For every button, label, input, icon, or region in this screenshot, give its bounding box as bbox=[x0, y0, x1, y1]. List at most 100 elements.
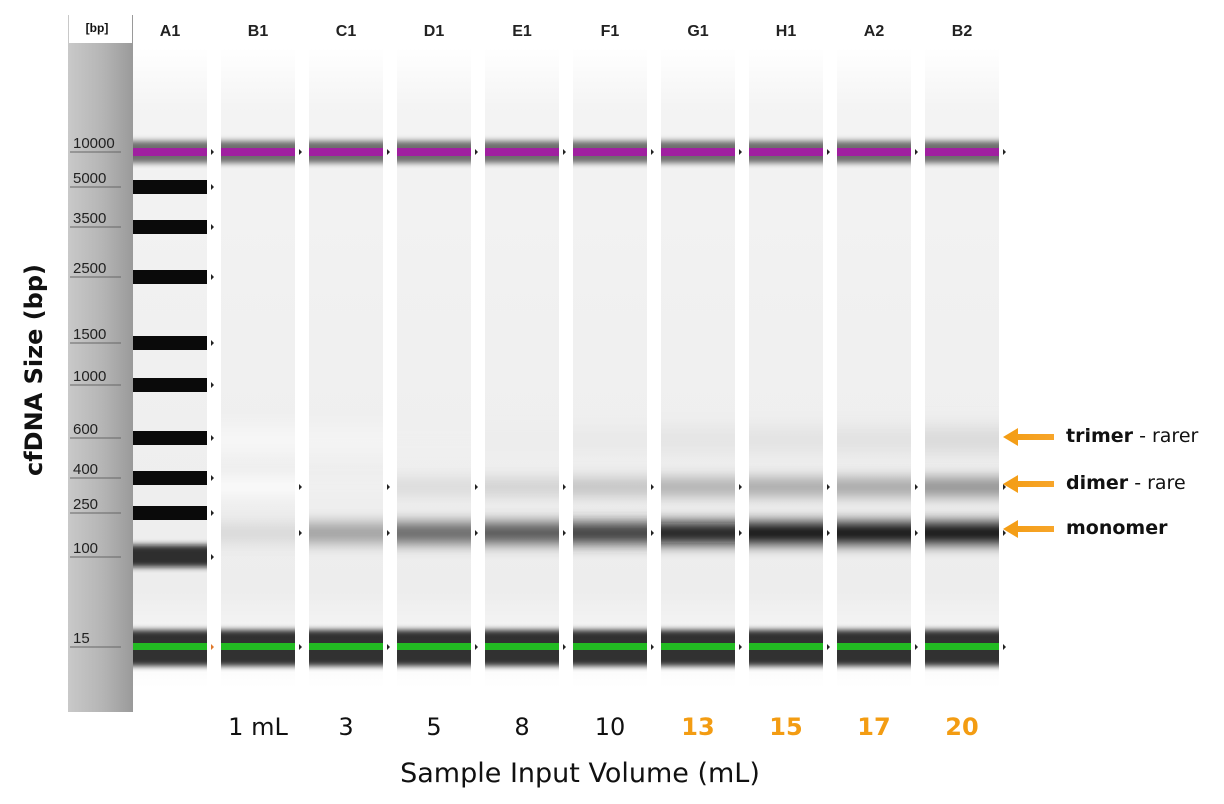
lower-marker-band bbox=[837, 643, 911, 650]
peak-marker bbox=[211, 149, 214, 155]
volume-label: 13 bbox=[681, 713, 715, 741]
upper-marker-band bbox=[661, 148, 735, 156]
ladder-band bbox=[133, 506, 207, 520]
volume-label: 20 bbox=[945, 713, 979, 741]
monomer-band bbox=[573, 523, 647, 543]
lower-marker-band bbox=[133, 643, 207, 650]
trimer-arrow bbox=[1003, 428, 1054, 446]
lanes: A1 B1 C1 D1 E1 F1 G1 H1 A2 B2 bbox=[133, 23, 1006, 688]
lane-c1: C1 bbox=[309, 23, 390, 688]
ladder-mark-label: 250 bbox=[73, 496, 98, 513]
annotation-arrows bbox=[1003, 428, 1054, 538]
peak-marker bbox=[475, 149, 478, 155]
monomer-arrow bbox=[1003, 520, 1054, 538]
peak-marker bbox=[915, 149, 918, 155]
peak-marker bbox=[387, 530, 390, 536]
peak-marker bbox=[739, 484, 742, 490]
upper-marker-band bbox=[573, 148, 647, 156]
lane-label: A1 bbox=[160, 23, 181, 40]
dimer-name: dimer bbox=[1066, 472, 1129, 494]
peak-marker bbox=[739, 530, 742, 536]
peak-marker bbox=[739, 644, 742, 650]
ladder-mark-label: 2500 bbox=[73, 260, 106, 277]
upper-marker-band bbox=[485, 148, 559, 156]
peak-marker bbox=[827, 149, 830, 155]
ladder-mark-label: 1500 bbox=[73, 326, 106, 343]
trimer-band bbox=[309, 432, 383, 448]
peak-marker bbox=[563, 484, 566, 490]
peak-marker bbox=[1003, 149, 1006, 155]
upper-marker-band bbox=[925, 148, 999, 156]
lane-label: B2 bbox=[952, 23, 973, 40]
monomer-band bbox=[837, 523, 911, 543]
upper-marker-band bbox=[133, 148, 207, 156]
dimer-band bbox=[397, 478, 471, 496]
lane-a2: A2 bbox=[837, 23, 918, 688]
trimer-note: - rarer bbox=[1133, 425, 1199, 447]
trimer-band bbox=[573, 432, 647, 448]
ladder-marks: 10000 5000 3500 2500 1500 1000 600 400 250 100 15 bbox=[70, 135, 121, 648]
dimer-note: - rare bbox=[1128, 472, 1186, 494]
dimer-band bbox=[749, 478, 823, 496]
volume-label: 8 bbox=[514, 713, 530, 741]
lane-a1: A1 bbox=[133, 23, 214, 688]
peak-marker bbox=[915, 644, 918, 650]
trimer-band bbox=[837, 432, 911, 448]
lower-marker-band bbox=[221, 643, 295, 650]
lane-e1: E1 bbox=[485, 23, 566, 688]
ladder-band bbox=[133, 545, 207, 567]
lane-g1: G1 bbox=[661, 23, 742, 688]
volume-label: 1 mL bbox=[228, 713, 288, 741]
dimer-band bbox=[925, 478, 999, 496]
peak-marker bbox=[827, 530, 830, 536]
peak-marker bbox=[299, 484, 302, 490]
peak-marker bbox=[299, 530, 302, 536]
dimer-band bbox=[837, 478, 911, 496]
lane-label: G1 bbox=[687, 23, 708, 40]
peak-marker bbox=[211, 340, 214, 346]
peak-marker bbox=[211, 644, 214, 650]
trimer-band bbox=[485, 432, 559, 448]
peak-marker bbox=[211, 435, 214, 441]
lane-label: H1 bbox=[776, 23, 797, 40]
peak-marker bbox=[915, 484, 918, 490]
volume-label: 17 bbox=[857, 713, 891, 741]
peak-marker bbox=[563, 530, 566, 536]
y-axis: cfDNA Size (bp) bbox=[0, 0, 50, 804]
lane-b1: B1 bbox=[221, 23, 302, 688]
dimer-arrow bbox=[1003, 475, 1054, 493]
lane-b2: B2 bbox=[925, 23, 1006, 688]
peak-marker bbox=[475, 644, 478, 650]
ladder-band bbox=[133, 220, 207, 234]
lane-label: E1 bbox=[512, 23, 532, 40]
lower-marker-band bbox=[749, 643, 823, 650]
trimer-annotation: trimer - rarer bbox=[1066, 425, 1198, 447]
ladder-mark-label: 100 bbox=[73, 540, 98, 557]
ladder-band bbox=[133, 270, 207, 284]
lane-d1: D1 bbox=[397, 23, 478, 688]
ladder-mark-label: 5000 bbox=[73, 170, 106, 187]
trimer-band bbox=[221, 432, 295, 448]
peak-marker bbox=[387, 149, 390, 155]
peak-marker bbox=[211, 274, 214, 280]
dimer-band bbox=[309, 478, 383, 496]
ladder-band bbox=[133, 431, 207, 445]
trimer-band bbox=[925, 432, 999, 448]
peak-marker bbox=[651, 149, 654, 155]
lane-label: F1 bbox=[601, 23, 620, 40]
peak-marker bbox=[739, 149, 742, 155]
peak-marker bbox=[651, 644, 654, 650]
peak-marker bbox=[211, 382, 214, 388]
ladder-mark-label: 1000 bbox=[73, 368, 106, 385]
dimer-band bbox=[661, 478, 735, 496]
upper-marker-band bbox=[309, 148, 383, 156]
monomer-band bbox=[485, 523, 559, 543]
lower-marker-band bbox=[397, 643, 471, 650]
peak-marker bbox=[211, 554, 214, 560]
lane-label: B1 bbox=[248, 23, 269, 40]
ladder-mark-label: 400 bbox=[73, 461, 98, 478]
ladder-band bbox=[133, 471, 207, 485]
peak-marker bbox=[211, 184, 214, 190]
volume-label: 5 bbox=[426, 713, 442, 741]
